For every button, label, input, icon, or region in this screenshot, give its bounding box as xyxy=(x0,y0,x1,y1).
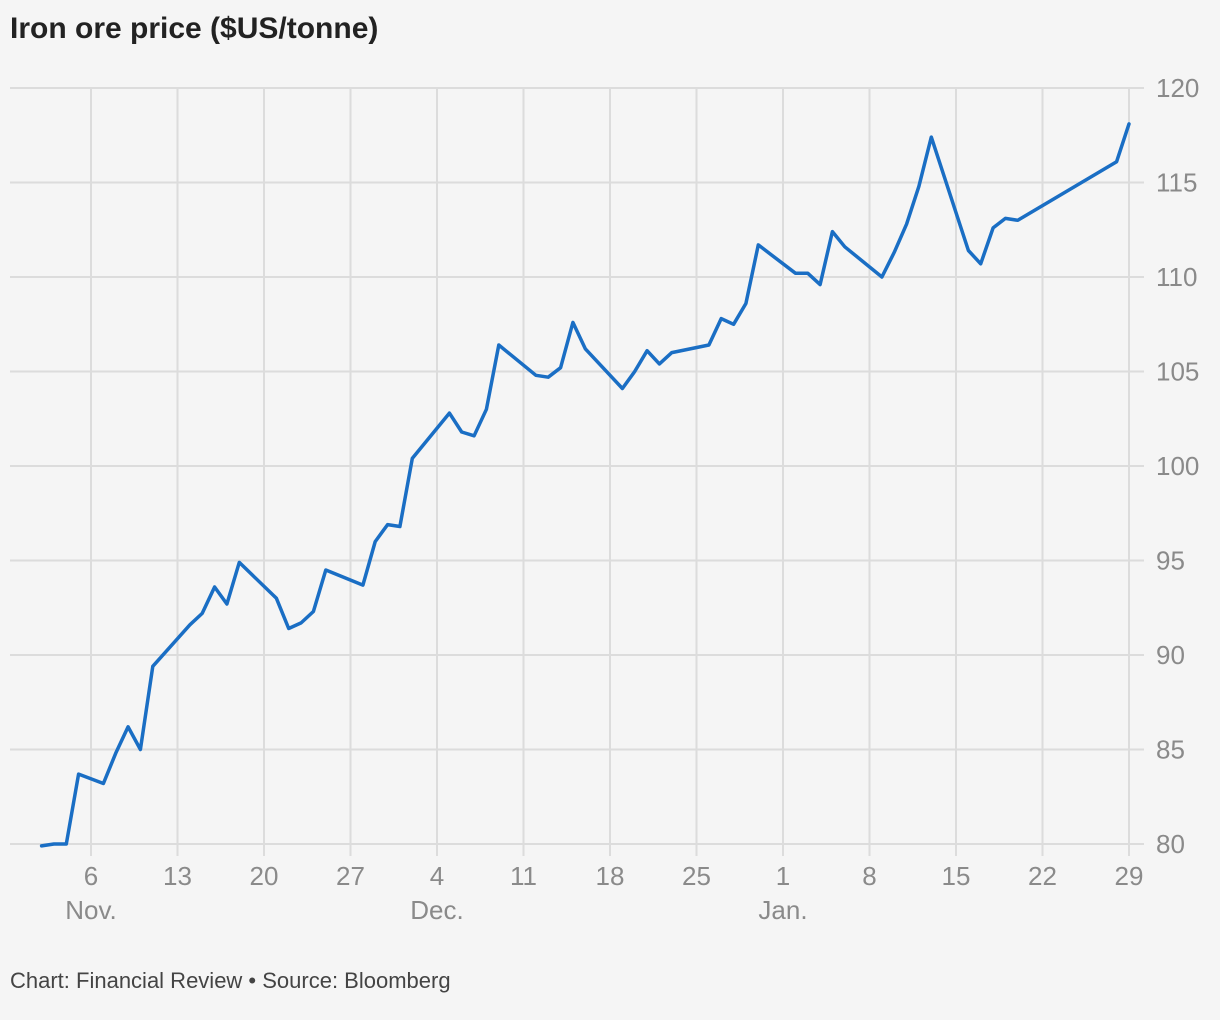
x-tick-label: 1 xyxy=(776,861,790,891)
x-axis-month-labels: Nov. Dec. Jan. xyxy=(65,895,807,925)
x-tick-label: 8 xyxy=(862,861,876,891)
y-tick-label: 85 xyxy=(1156,735,1185,765)
x-tick-label: 11 xyxy=(510,861,537,891)
x-tick-label: 15 xyxy=(942,861,971,891)
x-tick-label: 22 xyxy=(1028,861,1057,891)
vertical-gridlines xyxy=(90,88,1130,856)
price-series-line xyxy=(39,122,1131,848)
x-month-label: Jan. xyxy=(758,895,807,925)
x-tick-label: 13 xyxy=(163,861,192,891)
x-month-label: Nov. xyxy=(65,895,117,925)
y-axis-tick-labels: 80 85 90 95 100 105 110 115 120 xyxy=(1156,73,1199,859)
horizontal-gridlines xyxy=(10,87,1144,845)
y-tick-label: 105 xyxy=(1156,357,1199,387)
y-tick-label: 95 xyxy=(1156,546,1185,576)
x-tick-label: 6 xyxy=(84,861,98,891)
x-tick-label: 18 xyxy=(596,861,625,891)
x-month-label: Dec. xyxy=(410,895,463,925)
y-tick-label: 90 xyxy=(1156,640,1185,670)
x-tick-label: 27 xyxy=(336,861,365,891)
x-tick-label: 29 xyxy=(1115,861,1144,891)
y-tick-label: 80 xyxy=(1156,829,1185,859)
y-tick-label: 110 xyxy=(1156,262,1197,292)
x-axis-tick-labels: 6 13 20 27 4 11 18 25 1 8 15 22 29 xyxy=(84,861,1144,891)
chart-source-footer: Chart: Financial Review • Source: Bloomb… xyxy=(10,968,451,993)
x-tick-label: 4 xyxy=(430,861,444,891)
x-tick-label: 25 xyxy=(682,861,711,891)
chart-title: Iron ore price ($US/tonne) xyxy=(10,12,379,45)
y-tick-label: 100 xyxy=(1156,451,1199,481)
series-layer xyxy=(39,122,1131,848)
x-tick-label: 20 xyxy=(250,861,279,891)
y-tick-label: 120 xyxy=(1156,73,1199,103)
y-tick-label: 115 xyxy=(1156,168,1197,198)
